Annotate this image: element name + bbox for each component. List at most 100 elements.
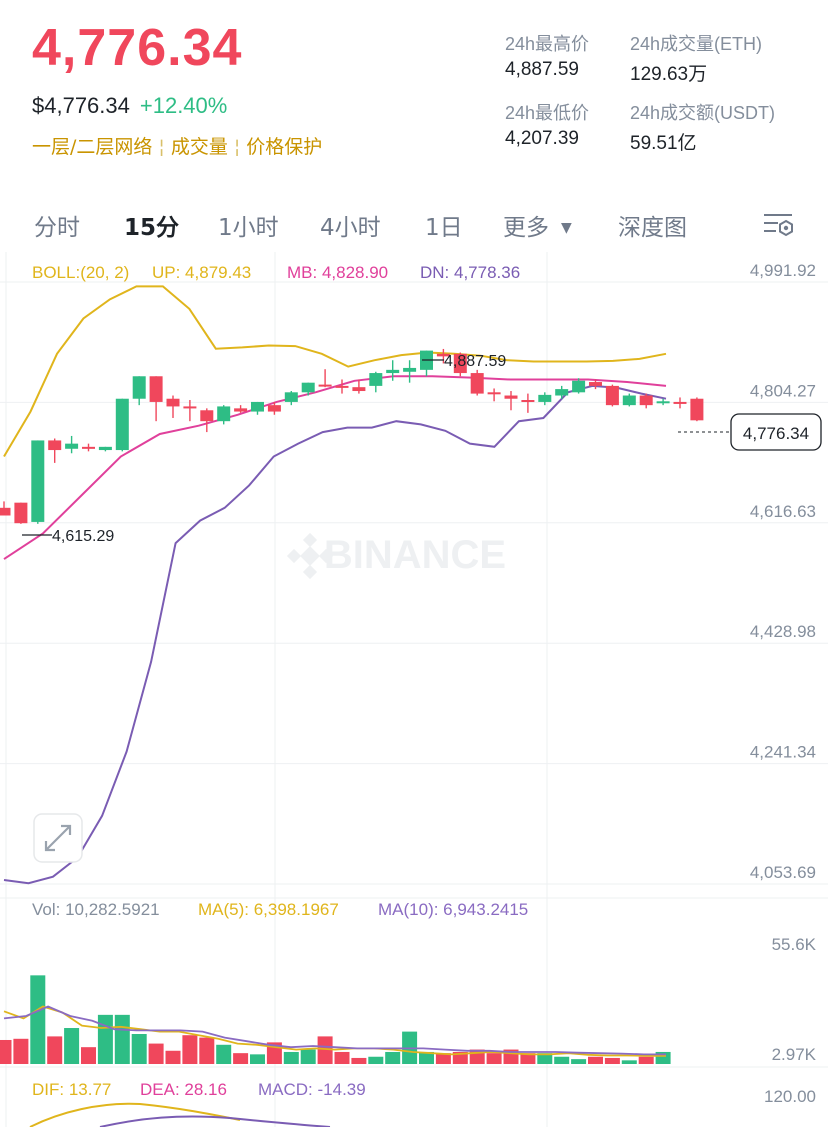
tab-timeshare[interactable]: 分时	[34, 215, 80, 241]
tag-price-protection[interactable]: 价格保护	[246, 136, 323, 158]
candle-body	[284, 392, 298, 402]
low-marker: 4,615.29	[52, 528, 114, 545]
volume-bar	[114, 1014, 130, 1064]
macd-dea-line	[99, 1115, 331, 1127]
boll-mb-value: MB: 4,828.90	[287, 263, 388, 282]
chart-settings-icon[interactable]	[762, 210, 796, 238]
tab-more[interactable]: 更多 ▼	[503, 208, 572, 242]
candle-body	[538, 394, 552, 402]
timeframe-tabs: 分时 15分 1小时 4小时 1日 更多 ▼ 深度图	[0, 200, 828, 246]
boll-dn-value: DN: 4,778.36	[420, 263, 520, 282]
tab-1h[interactable]: 1小时	[218, 215, 279, 241]
tag-volume[interactable]: 成交量	[170, 136, 228, 158]
candle-body	[369, 373, 383, 386]
kline-chart[interactable]: BINANCE BOLL:(20, 2) UP: 4,879.43 MB: 4,…	[0, 252, 828, 1127]
volume-bar	[604, 1057, 620, 1064]
stat-turnover-label: 24h成交额(USDT)	[630, 103, 776, 123]
chart-grid	[0, 252, 828, 1127]
stat-low-label: 24h最低价	[505, 103, 590, 123]
stat-high-label: 24h最高价	[505, 34, 590, 54]
volume-bar	[233, 1053, 249, 1064]
volume-bar	[385, 1051, 401, 1064]
candle-body	[521, 400, 535, 403]
volume-bar	[13, 1038, 29, 1064]
volume-bar	[317, 1036, 333, 1064]
tag-separator: ¦	[233, 136, 241, 158]
volume-ma5-label: MA(5): 6,398.1967	[198, 900, 339, 919]
stat-high-value: 4,887.59	[505, 59, 579, 80]
volume-bar	[216, 1044, 232, 1064]
usd-price-row: $4,776.34 +12.40%	[32, 93, 227, 119]
candle-body	[605, 385, 619, 406]
candle-body	[48, 440, 62, 451]
volume-ma10-label: MA(10): 6,943.2415	[378, 900, 528, 919]
volume-bar	[588, 1056, 603, 1064]
volume-label: Vol: 10,282.5921	[32, 900, 160, 919]
volume-bar	[571, 1059, 587, 1064]
stat-volume-value: 129.63万	[630, 64, 708, 85]
macd-dea-label: DEA: 28.16	[140, 1080, 227, 1099]
candle-body	[217, 406, 231, 422]
candle-body	[166, 398, 180, 407]
candle-body	[403, 367, 417, 372]
volume-bar	[486, 1053, 502, 1064]
macd-tick: 120.00	[764, 1087, 816, 1106]
current-price-label: 4,776.34	[743, 424, 809, 443]
candle-body	[98, 446, 112, 451]
volume-bar	[148, 1043, 164, 1064]
candle-body	[234, 408, 248, 412]
volume-bar	[30, 975, 46, 1064]
volume-bar	[419, 1051, 434, 1064]
candle-body	[301, 382, 315, 393]
tab-1d[interactable]: 1日	[425, 215, 463, 241]
tab-15m[interactable]: 15分	[124, 215, 180, 241]
volume-bar	[537, 1053, 553, 1064]
price-tick-label: 4,616.63	[750, 502, 816, 521]
volume-bar	[621, 1060, 637, 1064]
volume-bar	[131, 1034, 147, 1064]
candle-body	[0, 507, 11, 516]
volume-bar	[554, 1056, 570, 1064]
stat-turnover-value: 59.51亿	[630, 133, 697, 154]
candle-body	[200, 410, 214, 422]
expand-icon[interactable]	[33, 813, 83, 863]
macd-value-label: MACD: -14.39	[258, 1080, 366, 1099]
last-price: 4,776.34	[32, 19, 243, 77]
volume-bar	[81, 1047, 96, 1064]
tag-row: 一层/二层网络 ¦ 成交量 ¦ 价格保护	[32, 132, 322, 159]
volume-bar	[520, 1053, 536, 1064]
volume-ma10-line	[3, 1005, 666, 1056]
candle-body	[386, 369, 400, 374]
boll-dn-line	[3, 384, 667, 885]
tag-layer-network[interactable]: 一层/二层网络	[32, 136, 153, 158]
volume-bar	[165, 1050, 181, 1064]
candle-body	[31, 440, 45, 522]
volume-bar	[435, 1053, 451, 1064]
volume-bar	[0, 1039, 12, 1064]
tab-more-label: 更多	[503, 215, 549, 241]
candle-body	[453, 353, 467, 374]
volume-tick-high: 55.6K	[772, 935, 817, 954]
candle-body	[589, 382, 602, 386]
price-change: +12.40%	[139, 93, 228, 118]
candle-body	[251, 401, 264, 412]
stat-volume-label: 24h成交量(ETH)	[630, 34, 763, 54]
volume-bar	[283, 1051, 299, 1064]
volume-bar	[64, 1028, 80, 1064]
candle-body	[65, 443, 79, 449]
tab-depth[interactable]: 深度图	[618, 215, 687, 241]
volume-bar	[250, 1054, 265, 1064]
candle-body	[318, 384, 332, 387]
stat-low-value: 4,207.39	[505, 128, 579, 149]
volume-ma5-line	[3, 1005, 666, 1057]
candle-body	[622, 395, 636, 406]
candle-body	[555, 389, 569, 396]
candle-body	[132, 376, 146, 399]
price-tick-label: 4,804.27	[750, 381, 816, 400]
tab-4h[interactable]: 4小时	[320, 215, 381, 241]
boll-up-value: UP: 4,879.43	[152, 263, 251, 282]
candle-body	[572, 380, 586, 393]
candle-body	[504, 395, 518, 399]
volume-bar	[97, 1014, 113, 1064]
price-tick-label: 4,241.34	[750, 743, 816, 762]
